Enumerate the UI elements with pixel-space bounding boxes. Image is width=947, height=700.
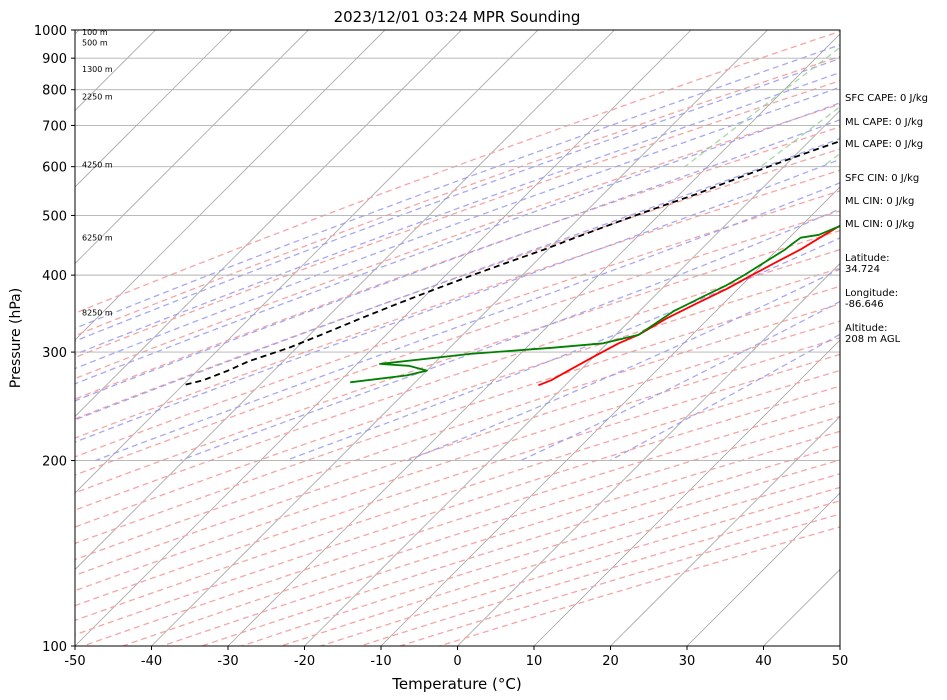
y-tick-label: 400 (42, 269, 67, 284)
x-tick-label: 50 (832, 654, 849, 669)
sfc-cape-label: SFC CAPE: 0 J/kg (845, 93, 928, 104)
y-tick-label: 100 (42, 640, 67, 655)
dry-adiabat-line (75, 229, 840, 494)
x-tick-label: 0 (453, 654, 461, 669)
height-label: 100 m (82, 28, 108, 37)
isotherm-line (380, 186, 840, 646)
parcel-profile-line (182, 140, 840, 387)
isotherm-line (227, 33, 840, 646)
moist-adiabat-line (95, 182, 840, 462)
height-label: 500 m (82, 38, 108, 47)
isotherm-line (533, 339, 840, 646)
isotherm-line (75, 30, 539, 494)
isotherm-line (75, 30, 692, 646)
y-axis-label: Pressure (hPa) (8, 288, 24, 388)
isotherm-line (75, 30, 386, 341)
y-tick-label: 1000 (34, 24, 67, 39)
isotherm-line (75, 30, 615, 571)
mixing-ratio-line (684, 46, 840, 168)
dry-adiabat-line (75, 103, 840, 380)
dry-adiabat-line (75, 369, 840, 622)
isotherm-line (75, 30, 233, 188)
dry-adiabat-line (75, 320, 840, 576)
y-tick-label: 900 (42, 52, 67, 67)
latitude-label: Latitude: 34.724 (845, 253, 890, 275)
isotherm-line (75, 30, 309, 265)
sfc-cin-label: SFC CIN: 0 J/kg (845, 173, 920, 184)
dry-adiabat-line (75, 126, 840, 400)
dewpoint-profile-line (350, 224, 840, 384)
y-tick-label: 300 (42, 346, 67, 361)
isotherm-line (457, 262, 840, 646)
isotherm-line (686, 492, 840, 646)
x-tick-label: -20 (294, 654, 315, 669)
ml-cape-label: ML CAPE: 0 J/kg (845, 117, 924, 128)
ml-cape-label-2: ML CAPE: 0 J/kg (845, 139, 924, 150)
height-label: 4250 m (82, 160, 113, 169)
dry-adiabat-line (75, 285, 840, 545)
dry-adiabat-line (75, 30, 840, 314)
height-label: 8250 m (82, 308, 113, 317)
temperature-profile-line (538, 224, 840, 387)
x-tick-label: -10 (370, 654, 391, 669)
dry-adiabat-line (75, 190, 840, 458)
ml-cin-label: ML CIN: 0 J/kg (845, 196, 915, 207)
x-tick-label: 40 (755, 654, 772, 669)
altitude-label: Altitude: 208 m AGL (845, 323, 901, 345)
longitude-label: Longitude: -86.646 (845, 288, 899, 310)
moist-adiabat-line (75, 44, 840, 330)
y-tick-label: 800 (42, 84, 67, 99)
chart-title: 2023/12/01 03:24 MPR Sounding (334, 8, 581, 26)
ml-cin-label-2: ML CIN: 0 J/kg (845, 219, 915, 230)
dry-adiabat-line (75, 148, 840, 420)
dry-adiabat-line (75, 248, 840, 511)
height-label: 2250 m (82, 92, 113, 101)
dry-adiabat-line (75, 337, 840, 592)
x-axis-label: Temperature (°C) (391, 675, 521, 693)
dry-adiabat-line (75, 80, 840, 359)
x-tick-label: 10 (526, 654, 543, 669)
x-tick-label: 20 (602, 654, 619, 669)
dry-adiabat-line (75, 55, 840, 337)
y-tick-label: 500 (42, 209, 67, 224)
y-tick-label: 200 (42, 455, 67, 470)
x-tick-label: -30 (217, 654, 238, 669)
x-tick-label: -40 (141, 654, 162, 669)
plot-background (75, 30, 840, 646)
mixing-ratio-line (760, 105, 840, 168)
isotherm-line (75, 30, 462, 418)
x-tick-label: -50 (64, 654, 85, 669)
x-tick-label: 30 (679, 654, 696, 669)
isotherm-line (610, 415, 840, 646)
moist-adiabat-line (75, 119, 840, 402)
height-label: 1300 m (82, 65, 113, 74)
isotherm-line (151, 30, 768, 646)
y-tick-label: 700 (42, 119, 67, 134)
height-label: 6250 m (82, 234, 113, 243)
isotherm-line (0, 30, 3, 646)
isotherm-line (304, 109, 840, 646)
moist-adiabat-line (75, 158, 840, 443)
y-tick-label: 600 (42, 161, 67, 176)
